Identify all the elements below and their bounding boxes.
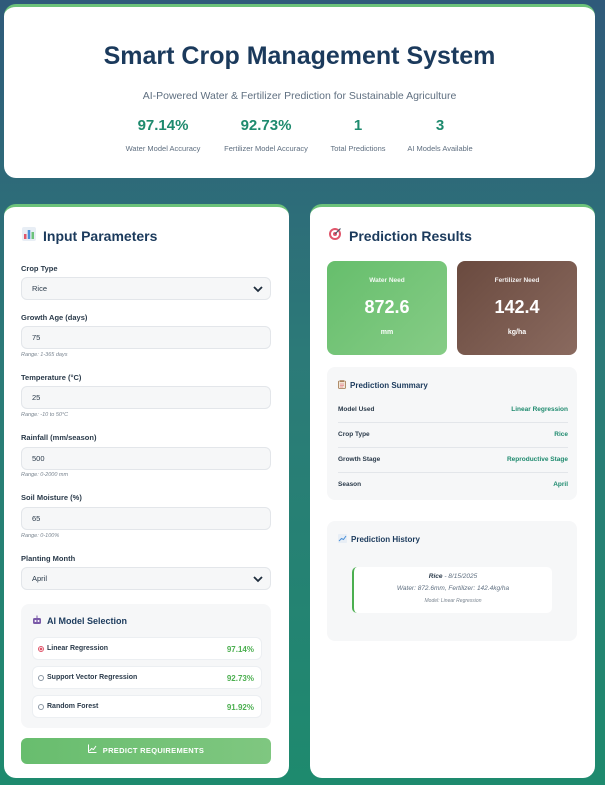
- water-need-title: Water Need: [369, 277, 405, 284]
- model-option-svr[interactable]: Support Vector Regression 92.73%: [32, 666, 262, 689]
- fertilizer-need-unit: kg/ha: [507, 329, 527, 336]
- fertilizer-need-value: 142.4: [494, 297, 540, 317]
- summary-key: Crop Type: [338, 431, 370, 438]
- history-item[interactable]: Rice - 8/15/2025 Water: 872.6mm, Fertili…: [352, 567, 552, 613]
- panel-title-text: Prediction Results: [349, 227, 472, 244]
- history-title: Prediction History: [338, 534, 420, 545]
- stat-value: 1: [353, 117, 363, 134]
- stat-fertilizer-accuracy: 92.73% Fertilizer Model Accuracy: [211, 117, 321, 153]
- prediction-summary: Prediction Summary Model Used Linear Reg…: [327, 367, 577, 500]
- stat-value: 3: [435, 117, 445, 134]
- summary-row-crop: Crop Type Rice: [338, 423, 568, 448]
- crop-type-select[interactable]: Rice: [21, 277, 271, 300]
- ai-model-title: AI Model Selection: [32, 615, 127, 627]
- model-name: Random Forest: [47, 703, 99, 710]
- water-need-unit: mm: [380, 329, 394, 336]
- chevron-down-icon: [253, 576, 263, 583]
- stat-label: Fertilizer Model Accuracy: [224, 144, 308, 153]
- soil-moisture-label: Soil Moisture (%): [21, 493, 82, 502]
- temperature-input[interactable]: 25: [21, 386, 271, 409]
- crop-type-label: Crop Type: [21, 264, 58, 273]
- history-date: - 8/15/2025: [442, 573, 478, 580]
- page-title: Smart Crop Management System: [103, 42, 496, 70]
- summary-key: Model Used: [338, 406, 375, 413]
- summary-value: Rice: [554, 431, 568, 438]
- fertilizer-need-card: Fertilizer Need 142.4 kg/ha: [457, 261, 577, 355]
- temperature-hint: Range: -10 to 50°C: [21, 412, 69, 418]
- model-name: Support Vector Regression: [47, 674, 138, 681]
- temperature-label: Temperature (°C): [21, 373, 82, 382]
- summary-row-season: Season April: [338, 473, 568, 498]
- model-accuracy: 92.73%: [226, 674, 254, 683]
- stat-label: Water Model Accuracy: [125, 144, 201, 153]
- crop-type-value: Rice: [32, 284, 48, 293]
- water-need-value: 872.6: [364, 297, 410, 317]
- growth-age-hint: Range: 1-365 days: [21, 352, 68, 358]
- rainfall-input[interactable]: 500: [21, 447, 271, 470]
- rainfall-hint: Range: 0-2000 mm: [21, 472, 69, 478]
- stat-value: 97.14%: [137, 117, 189, 134]
- results-panel-title: Prediction Results: [327, 227, 472, 244]
- radio-unselected[interactable]: [38, 704, 44, 710]
- prediction-history: Prediction History Rice - 8/15/2025 Wate…: [327, 521, 577, 641]
- model-name: Linear Regression: [47, 645, 109, 652]
- panel-title-text: Input Parameters: [43, 227, 158, 244]
- summary-key: Growth Stage: [338, 456, 381, 463]
- history-item-header: Rice - 8/15/2025: [354, 573, 552, 580]
- summary-row-growth-stage: Growth Stage Reproductive Stage: [338, 448, 568, 473]
- model-option-random-forest[interactable]: Random Forest 91.92%: [32, 695, 262, 718]
- history-crop: Rice: [428, 573, 443, 580]
- radio-unselected[interactable]: [38, 675, 44, 681]
- target-icon: [327, 227, 343, 244]
- stat-label: Total Predictions: [330, 144, 386, 153]
- summary-value: Linear Regression: [511, 406, 568, 413]
- prediction-results-panel: Prediction Results Water Need 872.6 mm F…: [310, 204, 595, 778]
- ai-model-selection: AI Model Selection Linear Regression 97.…: [21, 604, 271, 728]
- history-values: Water: 872.6mm, Fertilizer: 142.4kg/ha: [396, 585, 510, 592]
- summary-title: Prediction Summary: [338, 380, 428, 391]
- planting-month-select[interactable]: April: [21, 567, 271, 590]
- stat-water-accuracy: 97.14% Water Model Accuracy: [110, 117, 216, 153]
- summary-value: April: [553, 481, 568, 488]
- input-parameters-panel: Input Parameters Crop Type Rice Growth A…: [4, 204, 289, 778]
- chart-up-icon: [338, 534, 347, 545]
- summary-title-text: Prediction Summary: [350, 381, 428, 390]
- ai-model-title-text: AI Model Selection: [47, 616, 128, 626]
- bar-chart-icon: [21, 227, 37, 244]
- predict-button[interactable]: PREDICT REQUIREMENTS: [21, 738, 271, 764]
- page-subtitle: AI-Powered Water & Fertilizer Prediction…: [142, 90, 457, 102]
- robot-icon: [32, 615, 42, 627]
- growth-age-input[interactable]: 75: [21, 326, 271, 349]
- fertilizer-need-title: Fertilizer Need: [494, 277, 540, 284]
- planting-month-label: Planting Month: [21, 554, 76, 563]
- summary-key: Season: [338, 481, 362, 488]
- clipboard-icon: [338, 380, 346, 391]
- chevron-down-icon: [253, 286, 263, 293]
- model-accuracy: 91.92%: [226, 703, 254, 712]
- chart-up-icon: [87, 738, 97, 764]
- stat-total-predictions: 1 Total Predictions: [318, 117, 398, 153]
- history-title-text: Prediction History: [351, 535, 420, 544]
- summary-row-model: Model Used Linear Regression: [338, 398, 568, 423]
- input-panel-title: Input Parameters: [21, 227, 157, 244]
- growth-age-label: Growth Age (days): [21, 313, 88, 322]
- radio-selected[interactable]: [38, 646, 44, 652]
- summary-value: Reproductive Stage: [506, 456, 568, 463]
- model-option-linear-regression[interactable]: Linear Regression 97.14%: [32, 637, 262, 660]
- planting-month-value: April: [32, 574, 48, 583]
- water-need-card: Water Need 872.6 mm: [327, 261, 447, 355]
- predict-button-label: PREDICT REQUIREMENTS: [102, 746, 205, 755]
- soil-moisture-input[interactable]: 65: [21, 507, 271, 530]
- model-accuracy: 97.14%: [226, 645, 254, 654]
- stat-value: 92.73%: [240, 117, 292, 134]
- rainfall-label: Rainfall (mm/season): [21, 433, 97, 442]
- stat-label: AI Models Available: [407, 144, 473, 153]
- soil-moisture-hint: Range: 0-100%: [21, 533, 60, 539]
- history-model: Model: Linear Regression: [424, 598, 482, 604]
- stat-models-available: 3 AI Models Available: [394, 117, 486, 153]
- stats-row: 97.14% Water Model Accuracy 92.73% Ferti…: [4, 117, 595, 167]
- header-card: Smart Crop Management System AI-Powered …: [4, 4, 595, 178]
